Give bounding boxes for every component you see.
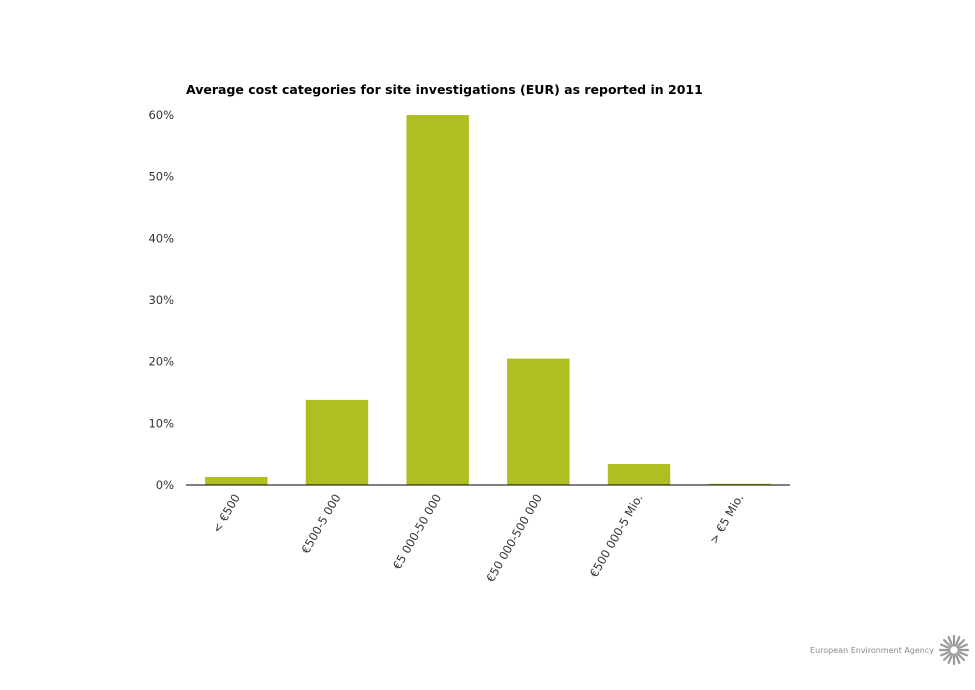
eea-sun-logo-icon [938,634,970,666]
y-tick-label: 60% [148,108,174,122]
x-tick-label: > €5 Mio. [707,492,747,547]
eea-credit: European Environment Agency [810,634,970,666]
bar [607,464,671,485]
bar [406,115,469,485]
y-tick-label: 0% [156,478,174,492]
bar [708,483,771,485]
x-axis-ticks: < €500 €500-5 000 €5 000-50 000 €50 000-500… [210,492,747,585]
bar [205,476,268,485]
credit-label: European Environment Agency [810,646,934,655]
chart-title: Average cost categories for site investi… [186,82,703,97]
x-tick-label: €500 000-5 Mio. [587,492,646,580]
y-axis-ticks: 0% 10% 20% 30% 40% 50% 60% [148,108,174,492]
x-tick-label: €500-5 000 [298,492,343,556]
x-tick-label: < €500 [210,492,243,536]
x-tick-label: €5 000-50 000 [390,492,444,572]
y-tick-label: 10% [148,416,174,430]
y-tick-label: 50% [148,170,174,184]
bar [305,399,369,485]
y-tick-label: 20% [148,355,174,369]
x-tick-label: €50 000-500 000 [483,492,545,585]
y-tick-label: 40% [148,231,174,245]
bars [205,115,771,485]
y-tick-label: 30% [148,293,174,307]
bar [507,358,570,485]
